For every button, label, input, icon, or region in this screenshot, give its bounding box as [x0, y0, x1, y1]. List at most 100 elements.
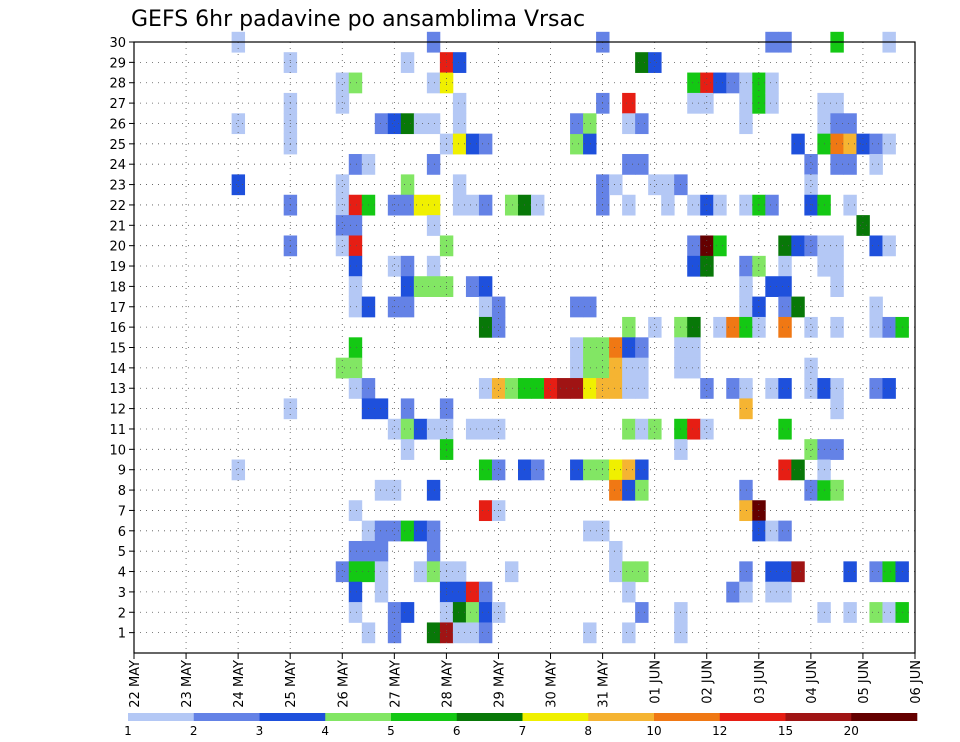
heatmap-cell: [804, 174, 818, 196]
heatmap-cell: [635, 459, 649, 481]
y-tick-label: 24: [109, 158, 126, 173]
heatmap-cell: [765, 378, 779, 399]
y-tick-label: 26: [109, 117, 126, 132]
legend-color-swatch: [719, 713, 786, 721]
heatmap-cell: [478, 459, 493, 481]
legend-color-swatch: [654, 713, 721, 721]
heatmap-cell: [583, 622, 597, 644]
heatmap-cell: [348, 602, 363, 623]
legend-color-swatch: [456, 713, 523, 721]
legend-color-swatch: [128, 713, 195, 721]
heatmap-cell: [804, 316, 818, 338]
heatmap-cell: [426, 154, 441, 175]
heatmap-cell: [348, 235, 363, 257]
heatmap-cell: [609, 174, 623, 196]
heatmap-cell: [478, 194, 493, 216]
legend-color-swatch: [193, 713, 260, 721]
heatmap-cell: [583, 296, 597, 318]
heatmap-cell: [648, 52, 662, 73]
y-tick-label: 23: [109, 179, 126, 194]
heatmap-cell: [778, 276, 792, 297]
heatmap-cell: [778, 378, 792, 399]
heatmap-cell: [830, 154, 844, 175]
heatmap-cell: [491, 316, 506, 338]
x-tick-label: 22 MAY: [128, 660, 143, 708]
heatmap-cell: [726, 72, 740, 94]
y-tick-label: 5: [118, 545, 126, 560]
heatmap-cell: [426, 622, 441, 644]
heatmap-cell: [856, 215, 870, 236]
x-tick-label: 02 JUN: [701, 660, 716, 704]
x-tick-label: 01 JUN: [649, 660, 664, 704]
heatmap-cell: [413, 276, 428, 297]
heatmap-cell: [570, 357, 584, 379]
heatmap-cell: [570, 459, 584, 481]
heatmap-cell: [465, 418, 480, 440]
heatmap-cell: [387, 622, 402, 644]
heatmap-cell: [335, 235, 350, 257]
heatmap-cell: [426, 561, 441, 583]
heatmap-cell: [843, 602, 857, 623]
x-axis: 22 MAY 23 MAY 24 MAY 25 MAY 26 MAY 27 MAY 28 M…: [128, 653, 924, 708]
heatmap-cell: [583, 520, 597, 542]
heatmap-cell: [778, 296, 792, 318]
heatmap-cell: [570, 296, 584, 318]
heatmap-cell: [387, 113, 402, 135]
legend-threshold-label: 15: [778, 724, 793, 738]
legend-color-swatch: [259, 713, 326, 721]
y-tick-label: 15: [109, 342, 126, 357]
heatmap-cell: [830, 439, 844, 460]
y-tick-label: 30: [109, 36, 126, 51]
heatmap-cell: [348, 540, 363, 562]
heatmap-cell: [765, 276, 779, 297]
legend-color-swatch: [785, 713, 852, 721]
heatmap-cell: [739, 255, 753, 277]
heatmap-cell: [452, 622, 467, 644]
legend-threshold-label: 4: [321, 724, 329, 738]
heatmap-cell: [765, 92, 779, 114]
legend-color-swatch: [588, 713, 655, 721]
x-tick-label: 03 JUN: [753, 660, 768, 704]
heatmap-cell: [609, 540, 623, 562]
heatmap-cell: [465, 581, 480, 603]
heatmap-cell: [452, 194, 467, 216]
heatmap-cell: [570, 337, 584, 359]
heatmap-cell: [869, 154, 883, 175]
heatmap-cell: [661, 174, 675, 196]
heatmap-cell: [583, 133, 597, 155]
heatmap-cell: [713, 235, 727, 257]
heatmap-cell: [452, 92, 467, 114]
heatmap-cell: [830, 113, 844, 135]
heatmap-cell: [635, 113, 649, 135]
heatmap-cell: [778, 459, 792, 481]
heatmap-cell: [830, 378, 844, 399]
heatmap-cell: [426, 113, 441, 135]
heatmap-cell: [491, 378, 506, 399]
heatmap-cell: [635, 52, 649, 73]
heatmap-cell: [726, 581, 740, 603]
heatmap-cell: [609, 357, 623, 379]
heatmap-cell: [609, 459, 623, 481]
heatmap-cell: [426, 72, 441, 94]
heatmap-cell: [635, 357, 649, 379]
heatmap-cell: [882, 316, 896, 338]
heatmap-cell: [726, 316, 740, 338]
heatmap-cell: [843, 194, 857, 216]
heatmap-cell: [687, 337, 701, 359]
heatmap-cell: [465, 276, 480, 297]
heatmap-cell: [400, 194, 415, 216]
heatmap-cell: [830, 398, 844, 420]
heatmap-cell: [426, 194, 441, 216]
heatmap-cell: [765, 72, 779, 94]
heatmap-cell: [400, 113, 415, 135]
heatmap-cell: [400, 296, 415, 318]
heatmap-cell: [426, 479, 441, 501]
heatmap-cell: [348, 255, 363, 277]
y-tick-label: 10: [109, 443, 126, 458]
heatmap-cell: [739, 398, 753, 420]
heatmap-cell: [413, 418, 428, 440]
heatmap-cell: [335, 194, 350, 216]
heatmap-cell: [622, 459, 636, 481]
heatmap-cell: [622, 581, 636, 603]
y-tick-label: 18: [109, 280, 126, 295]
